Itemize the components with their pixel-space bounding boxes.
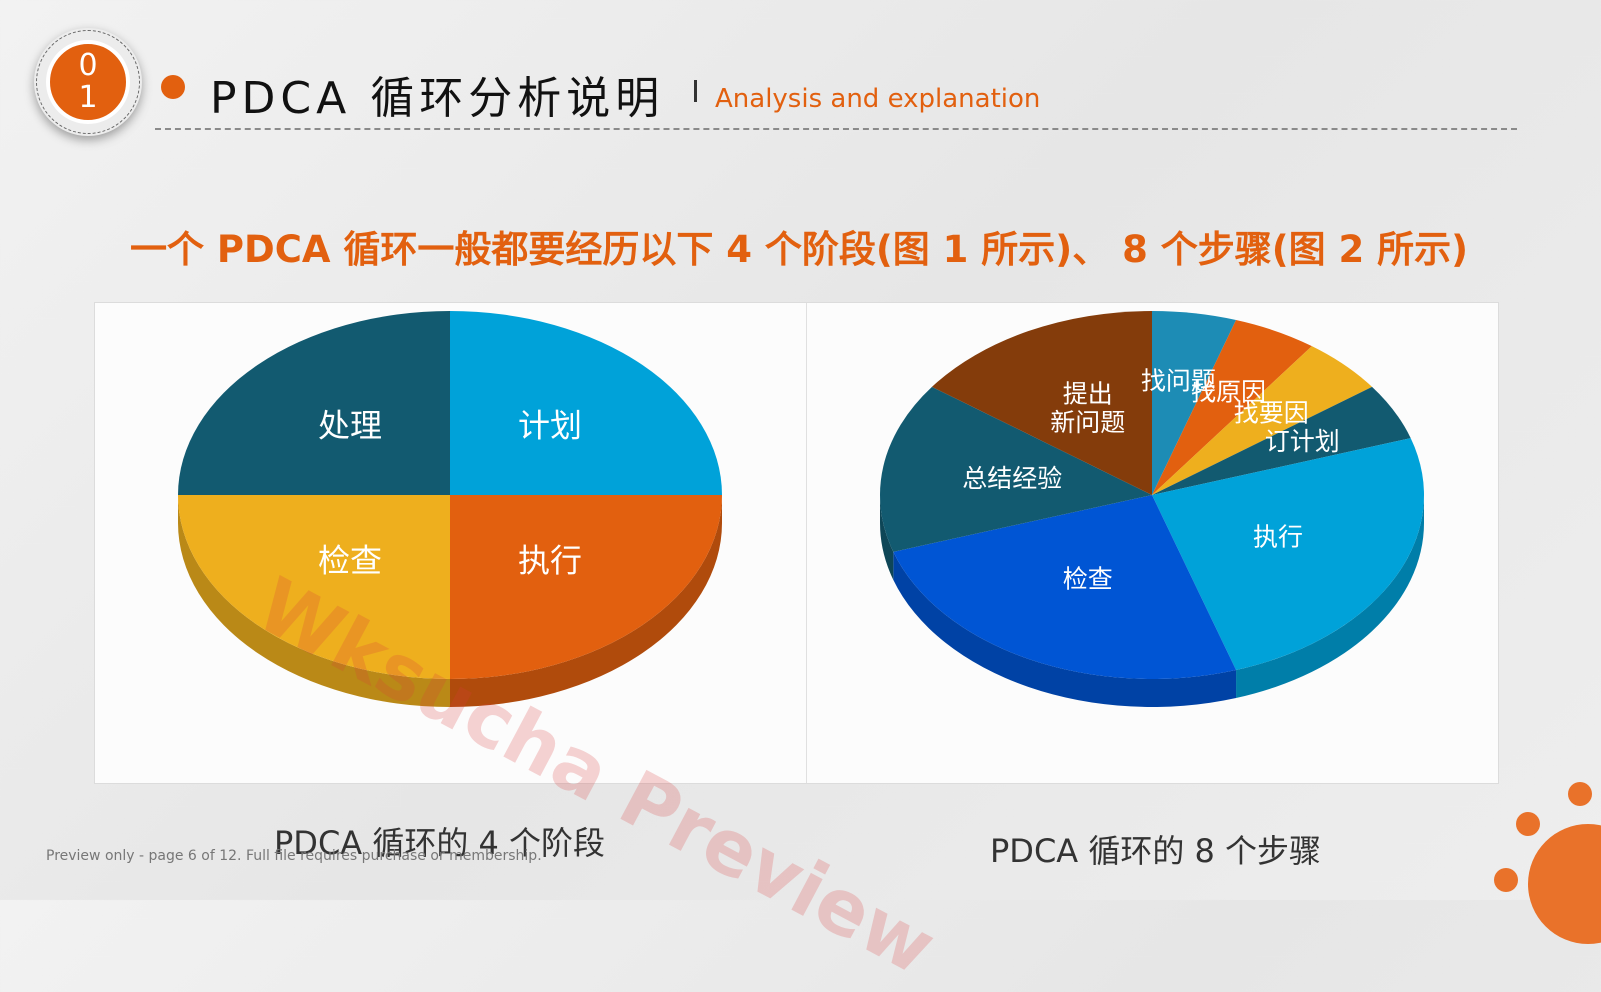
pie1-slice-2 [178, 495, 450, 679]
pie2-label-0: 找问题 [1141, 366, 1216, 395]
decor-circle-small-1 [1568, 782, 1592, 806]
pie2-label-4: 执行 [1253, 522, 1303, 551]
pie1-label-1: 执行 [518, 542, 582, 580]
pie2-slice-1 [1152, 320, 1312, 495]
section-number: 0 1 [46, 40, 130, 124]
pie2-side-5 [893, 551, 1237, 707]
panel-divider [806, 303, 807, 783]
decor-circle-small-2 [1516, 812, 1540, 836]
pie2-label-6: 总结经验 [962, 464, 1062, 493]
pie1-slice-1 [450, 495, 722, 679]
page-subtitle: Analysis and explanation [715, 84, 1041, 114]
caption-eight-steps: PDCA 循环的 8 个步骤 [990, 832, 1322, 870]
title-separator [694, 80, 697, 102]
pie2-label-2: 找要因 [1234, 398, 1309, 427]
pie2-label-7: 提出新问题 [1050, 379, 1125, 437]
pie1-slice-0 [450, 311, 722, 495]
pie1-label-0: 计划 [518, 406, 582, 444]
pie1-side-1 [450, 495, 722, 707]
page-title: PDCA 循环分析说明 [210, 73, 665, 124]
pie2-slice-6 [880, 386, 1152, 552]
decor-circle-small-3 [1494, 868, 1518, 892]
pie2-slice-2 [1152, 346, 1373, 495]
headline-text: 一个 PDCA 循环一般都要经历以下 4 个阶段(图 1 所示)、 8 个步骤(… [130, 228, 1469, 271]
pie2-slice-0 [1152, 311, 1237, 495]
title-bullet-dot [161, 75, 185, 99]
pie2-label-5: 检查 [1063, 564, 1113, 593]
pie2-slice-3 [1152, 386, 1411, 495]
pie1-label-2: 检查 [318, 542, 382, 580]
preview-footer-note: Preview only - page 6 of 12. Full file r… [46, 848, 542, 864]
pie2-label-1: 找原因 [1191, 377, 1266, 406]
caption-four-stages: PDCA 循环的 4 个阶段 [274, 824, 606, 862]
pie2-slice-5 [893, 495, 1237, 679]
pie1-side-2 [178, 495, 450, 707]
charts-panel: 计划 执行 检查 处理 找问题 找原因 找要因 订计划 执行 检查 总结经验 提出新问题 [94, 302, 1499, 784]
pie2-slice-7 [931, 311, 1152, 495]
section-number-badge: 0 1 [34, 28, 142, 136]
decor-circle-large [1528, 824, 1601, 944]
pie2-side-4 [1236, 495, 1424, 698]
pie1-label-3: 处理 [318, 406, 382, 444]
pie2-label-3: 订计划 [1265, 427, 1340, 456]
pie2-slice-4 [1152, 438, 1424, 670]
title-divider-line [155, 128, 1517, 130]
pie2-side-6 [880, 495, 894, 580]
pie1-slice-3 [178, 311, 450, 495]
